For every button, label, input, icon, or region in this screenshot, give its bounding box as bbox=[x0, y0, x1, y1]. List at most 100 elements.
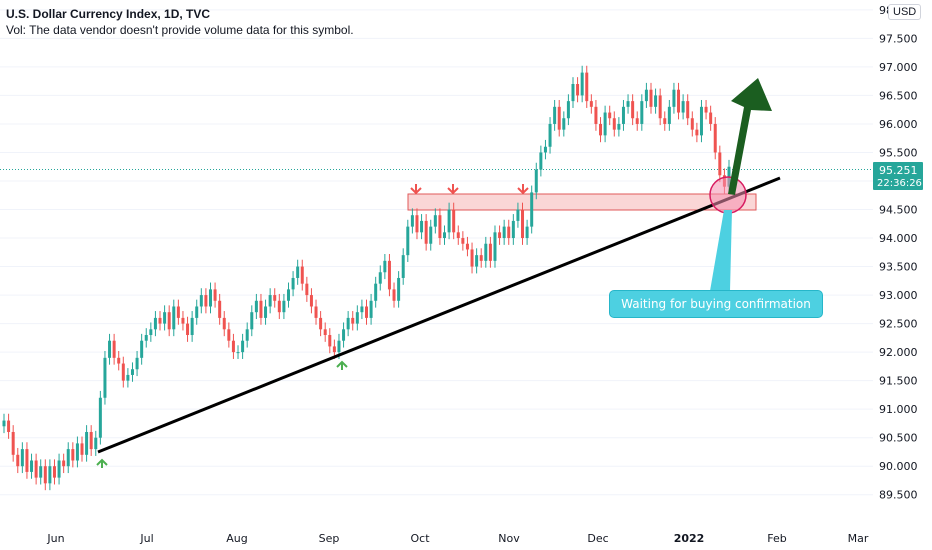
candle bbox=[447, 202, 451, 240]
candle bbox=[108, 333, 112, 365]
candle bbox=[218, 293, 222, 325]
callout-pointer bbox=[710, 210, 732, 291]
y-tick-label: 89.500 bbox=[879, 489, 918, 502]
candle bbox=[571, 77, 575, 108]
x-tick-label: Mar bbox=[848, 532, 869, 545]
candle bbox=[309, 288, 313, 314]
y-tick-label: 92.000 bbox=[879, 346, 918, 359]
candle bbox=[71, 442, 75, 468]
time-axis[interactable]: Jun Jul Aug Sep Oct Nov Dec 2022 Feb Mar bbox=[46, 532, 868, 545]
candle bbox=[296, 259, 300, 285]
volume-note: Vol: The data vendor doesn't provide vol… bbox=[6, 23, 354, 37]
candle bbox=[300, 259, 304, 291]
candle bbox=[130, 362, 134, 382]
candle bbox=[406, 219, 410, 262]
price-gridlines bbox=[0, 9, 873, 496]
candle bbox=[667, 99, 671, 131]
y-tick-label: 91.000 bbox=[879, 403, 918, 416]
y-tick-label: 97.500 bbox=[879, 32, 918, 45]
candle bbox=[195, 299, 199, 325]
price-axis[interactable]: 98.00097.50097.00096.50096.00095.50095.0… bbox=[879, 4, 918, 502]
candle bbox=[355, 305, 359, 331]
candle bbox=[562, 111, 566, 137]
x-tick-label: Nov bbox=[498, 532, 520, 545]
candle bbox=[75, 436, 79, 468]
candle bbox=[176, 299, 180, 325]
symbol-title[interactable]: U.S. Dollar Currency Index, 1D, TVC bbox=[6, 7, 211, 21]
red-down-arrow-icon bbox=[410, 184, 422, 195]
candle bbox=[585, 65, 589, 108]
candle bbox=[498, 225, 502, 245]
y-tick-label: 90.500 bbox=[879, 432, 918, 445]
candle bbox=[690, 111, 694, 137]
y-tick-label: 94.500 bbox=[879, 204, 918, 217]
candle bbox=[250, 305, 254, 337]
candle bbox=[681, 94, 685, 120]
candle bbox=[438, 208, 442, 245]
candle bbox=[181, 311, 185, 331]
candle bbox=[30, 453, 34, 479]
candle bbox=[231, 333, 235, 359]
candle bbox=[621, 99, 625, 131]
candle bbox=[80, 436, 84, 462]
candle bbox=[479, 248, 483, 268]
y-tick-label: 92.500 bbox=[879, 318, 918, 331]
candle bbox=[543, 139, 547, 160]
candle bbox=[7, 413, 11, 439]
candle bbox=[456, 225, 460, 245]
x-tick-label: Dec bbox=[587, 532, 608, 545]
y-tick-label: 94.000 bbox=[879, 232, 918, 245]
candle bbox=[16, 447, 20, 474]
candle bbox=[589, 94, 593, 114]
x-tick-label: Aug bbox=[226, 532, 247, 545]
candle bbox=[245, 322, 249, 348]
currency-badge[interactable]: USD bbox=[888, 4, 922, 20]
candle bbox=[686, 94, 690, 126]
candle bbox=[608, 105, 612, 126]
candle bbox=[695, 122, 699, 143]
candle bbox=[153, 311, 157, 337]
candle bbox=[649, 82, 653, 114]
candle bbox=[594, 99, 598, 131]
ascending-trendline[interactable] bbox=[97, 176, 781, 454]
candle bbox=[241, 333, 245, 359]
candle bbox=[663, 111, 667, 131]
candle bbox=[640, 94, 644, 131]
candle bbox=[117, 350, 121, 371]
y-tick-label: 96.500 bbox=[879, 89, 918, 102]
candle bbox=[126, 368, 130, 388]
candle bbox=[493, 225, 497, 268]
candle bbox=[718, 145, 722, 183]
candle bbox=[397, 271, 401, 308]
resistance-zone[interactable] bbox=[407, 193, 757, 211]
confirmation-circle[interactable] bbox=[709, 176, 747, 214]
candle bbox=[319, 311, 323, 337]
candle bbox=[539, 145, 543, 177]
candle bbox=[465, 236, 469, 257]
candle bbox=[277, 293, 281, 320]
candle bbox=[576, 77, 580, 103]
candle bbox=[62, 453, 66, 474]
candle bbox=[713, 117, 717, 160]
candle bbox=[121, 356, 125, 388]
candle bbox=[470, 242, 474, 274]
x-tick-label: Feb bbox=[767, 532, 786, 545]
annotation-callout[interactable]: Waiting for buying confirmation bbox=[609, 290, 823, 318]
candle bbox=[461, 231, 465, 251]
candle bbox=[387, 254, 391, 297]
candle bbox=[112, 333, 116, 365]
candle bbox=[631, 94, 635, 126]
x-tick-label: 2022 bbox=[674, 532, 705, 545]
red-down-arrow-icon bbox=[447, 184, 459, 195]
last-price-tag: 95.251 22:36:26 bbox=[873, 162, 923, 190]
candle bbox=[511, 214, 515, 245]
candle bbox=[66, 442, 70, 474]
candle bbox=[626, 94, 630, 114]
candle bbox=[305, 276, 309, 302]
y-tick-label: 90.000 bbox=[879, 460, 918, 473]
candle bbox=[227, 322, 231, 348]
candle bbox=[94, 430, 98, 456]
candle bbox=[369, 293, 373, 325]
candle bbox=[204, 288, 208, 314]
